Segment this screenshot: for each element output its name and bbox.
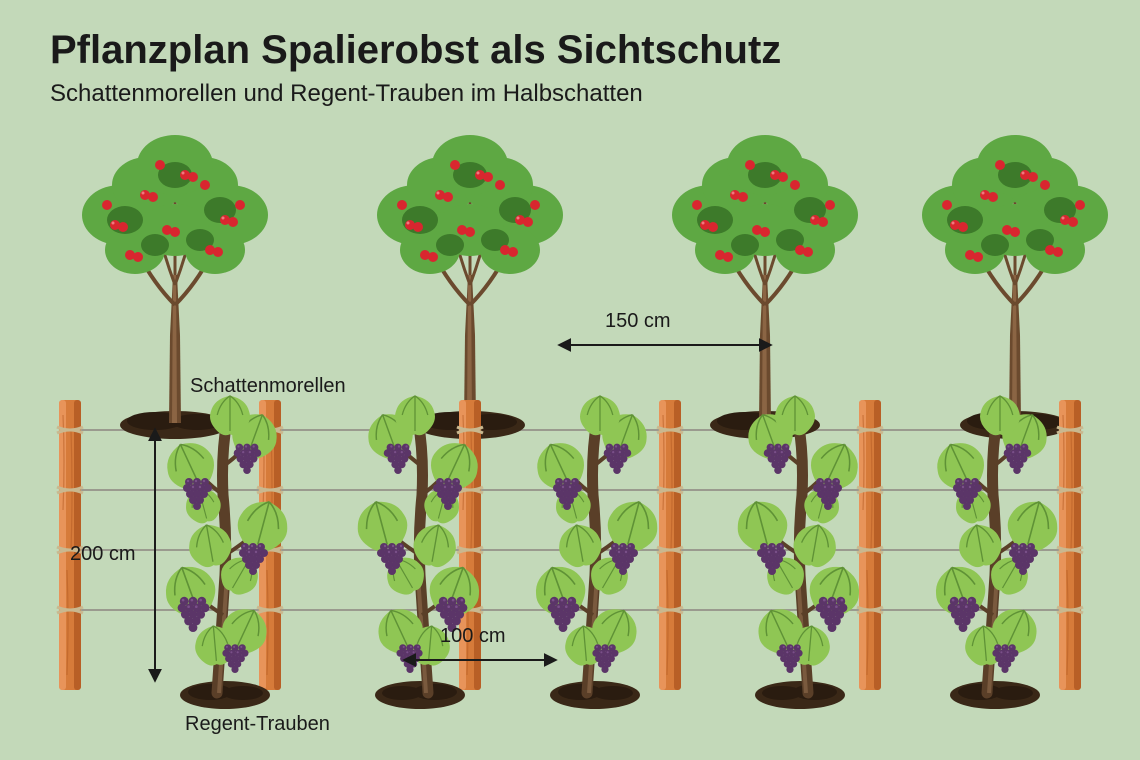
- grape-vine: [928, 396, 1063, 709]
- trees-label: Schattenmorellen: [190, 375, 346, 398]
- vines-label: Regent-Trauben: [185, 713, 330, 736]
- grape-vine: [732, 396, 867, 709]
- grape-vine: [528, 396, 663, 709]
- grape-vines-row: [158, 396, 1063, 709]
- tree-spacing-label: 150 cm: [605, 310, 671, 333]
- diagram-stage: [0, 0, 1140, 760]
- trellis-height-label: 200 cm: [70, 543, 136, 566]
- cherry-tree: [922, 135, 1108, 439]
- cherry-tree: [672, 135, 858, 439]
- cherry-tree: [377, 135, 563, 439]
- trellis-post: [659, 400, 681, 690]
- trellis-post: [859, 400, 881, 690]
- vine-spacing-label: 100 cm: [440, 625, 506, 648]
- trellis-post: [1059, 400, 1081, 690]
